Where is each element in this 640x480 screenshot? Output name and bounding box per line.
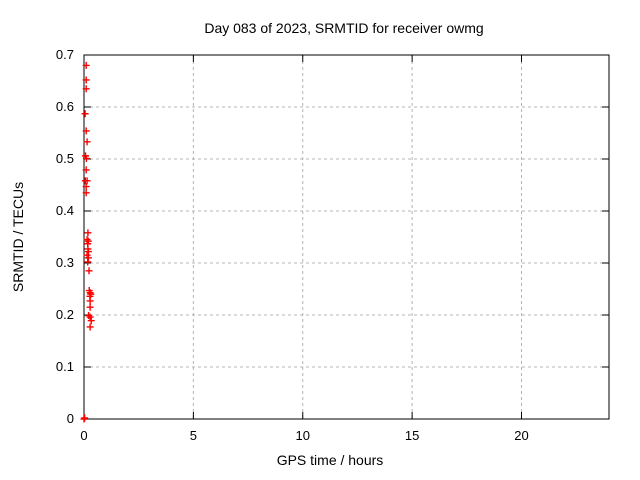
data-point-marker bbox=[86, 313, 94, 321]
data-point-marker bbox=[82, 189, 90, 197]
x-axis-label: GPS time / hours bbox=[276, 452, 384, 468]
y-tick-label: 0.7 bbox=[56, 47, 74, 62]
data-point-marker bbox=[82, 85, 90, 93]
y-tick-label: 0.4 bbox=[56, 203, 74, 218]
data-point-marker bbox=[86, 297, 94, 305]
data-point-marker bbox=[82, 183, 90, 191]
x-tick-label: 10 bbox=[296, 428, 310, 443]
data-point-marker bbox=[82, 166, 90, 174]
data-point-marker bbox=[81, 110, 89, 118]
data-point-marker bbox=[84, 248, 92, 256]
y-tick-label: 0 bbox=[67, 411, 74, 426]
data-point-marker bbox=[86, 323, 94, 331]
data-point-marker bbox=[82, 154, 90, 162]
data-point-marker bbox=[85, 267, 93, 275]
y-tick-label: 0.6 bbox=[56, 99, 74, 114]
data-point-marker bbox=[83, 177, 91, 185]
data-point-marker bbox=[84, 258, 92, 266]
x-tick-label: 15 bbox=[405, 428, 419, 443]
y-tick-label: 0.5 bbox=[56, 151, 74, 166]
data-point-marker bbox=[82, 127, 90, 135]
data-point-marker bbox=[87, 317, 95, 325]
data-point-marker bbox=[86, 303, 94, 311]
plot-border bbox=[83, 54, 610, 420]
x-tick-label: 5 bbox=[190, 428, 197, 443]
x-tick-label: 20 bbox=[514, 428, 528, 443]
y-tick-label: 0.3 bbox=[56, 255, 74, 270]
data-point-marker bbox=[82, 76, 90, 84]
y-tick-label: 0.2 bbox=[56, 307, 74, 322]
data-point-marker bbox=[85, 312, 93, 320]
data-point-marker bbox=[84, 229, 92, 237]
y-tick-label: 0.1 bbox=[56, 359, 74, 374]
data-point-marker bbox=[82, 61, 90, 69]
data-point-marker bbox=[83, 138, 91, 146]
data-point-marker bbox=[81, 414, 89, 422]
x-tick-label: 0 bbox=[80, 428, 87, 443]
chart-title: Day 083 of 2023, SRMTID for receiver owm… bbox=[204, 20, 484, 36]
